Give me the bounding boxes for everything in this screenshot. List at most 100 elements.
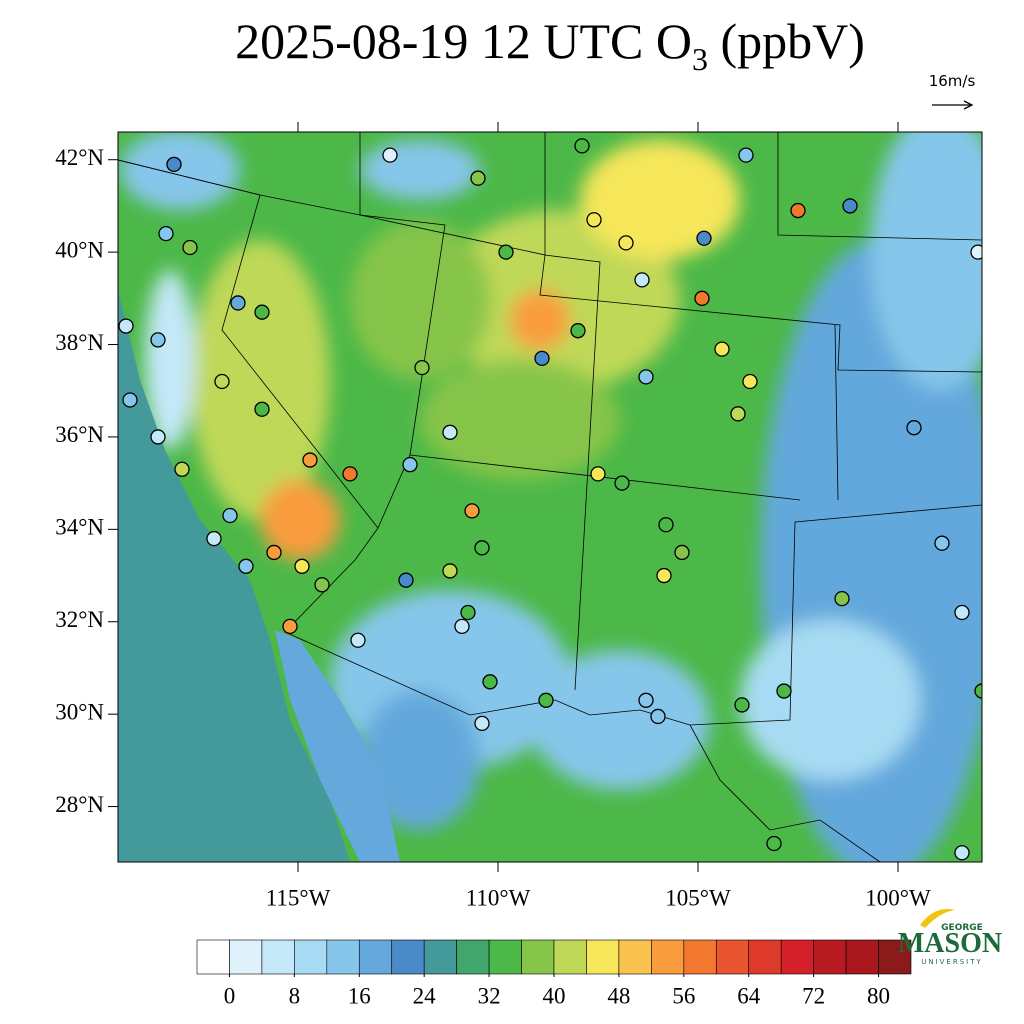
station-observation (538, 692, 554, 708)
station-observation (254, 401, 270, 417)
station-observation (214, 373, 230, 390)
title-subscript: 3 (692, 41, 708, 77)
colorbar-box (488, 939, 522, 975)
lat-tick-label: 32°N (55, 607, 104, 632)
station-observation (314, 577, 330, 593)
colorbar-tick-label: 0 (224, 983, 236, 1008)
colorbar-box (326, 939, 360, 975)
station-observation (634, 272, 650, 288)
lat-tick-label: 38°N (55, 330, 104, 355)
station-observation (586, 212, 602, 228)
colorbar-tick-label: 24 (413, 983, 437, 1008)
lon-tick-label: 115°W (266, 885, 331, 910)
station-observation (696, 230, 712, 246)
station-observation (150, 429, 166, 445)
colorbar-box (878, 939, 912, 975)
station-observation (650, 708, 666, 725)
gulf-of-california (275, 630, 400, 862)
station-observation (266, 544, 282, 561)
lat-tick-label: 28°N (55, 792, 104, 817)
lat-tick-label: 40°N (55, 237, 104, 262)
lat-tick-label: 42°N (55, 145, 104, 170)
logo-mark (920, 909, 955, 928)
colorbar-box (780, 939, 814, 975)
station-observation (474, 715, 490, 732)
station-observation (658, 517, 674, 533)
colorbar-tick-label: 32 (478, 983, 501, 1008)
colorbar-box (294, 939, 328, 975)
colorbar-box (196, 939, 230, 975)
station-observation (294, 558, 310, 574)
station-observation (656, 567, 672, 584)
station-observation (842, 198, 858, 214)
logo: GEORGE MASON UNIVERSITY (898, 909, 1002, 966)
station-observation (460, 604, 476, 621)
title: 2025-08-19 12 UTC O3 (ppbV) (235, 13, 865, 77)
station-observation (454, 618, 470, 635)
station-observation (742, 373, 758, 390)
station-observation (122, 392, 138, 408)
station-layer (118, 138, 982, 861)
station-observation (734, 697, 750, 713)
station-observation (182, 239, 198, 256)
colorbar-box (715, 939, 750, 975)
station-observation (738, 147, 754, 163)
station-observation (206, 530, 222, 547)
colorbar-box (423, 939, 457, 975)
map-frame (117, 131, 983, 863)
station-observation (590, 466, 606, 482)
station-observation (776, 683, 792, 699)
station-observation (570, 323, 586, 339)
colorbar-tick-label: 80 (867, 983, 890, 1008)
station-observation (230, 295, 246, 311)
station-observation (498, 244, 514, 260)
colorbar-box (845, 939, 879, 975)
station-observation (402, 457, 418, 473)
logo-text: GEORGE (941, 923, 983, 933)
wind-reference-arrowhead (963, 100, 974, 110)
station-observation (222, 507, 238, 524)
colorbar-tick-label: 8 (289, 983, 301, 1008)
colorbar-box (261, 939, 295, 975)
station-observation (790, 202, 806, 219)
lon-tick-label: 105°W (665, 885, 731, 910)
station-observation (254, 304, 270, 320)
lon-tick-label: 100°W (865, 885, 931, 910)
colorbar-box (618, 939, 652, 975)
lon-tick-label: 110°W (466, 885, 531, 910)
station-observation (574, 138, 590, 154)
logo-text: MASON (898, 928, 1002, 959)
colorbar-box (229, 939, 263, 975)
field-shading (120, 132, 982, 862)
station-observation (954, 845, 970, 861)
station-observation (464, 503, 480, 519)
colorbar-tick-label: 64 (737, 983, 761, 1008)
station-observation (442, 424, 458, 440)
colorbar-box (358, 939, 393, 975)
colorbar-box (651, 939, 685, 975)
station-observation (382, 147, 398, 163)
station-observation (150, 332, 166, 348)
station-observation (906, 420, 922, 436)
station-observation (638, 369, 654, 385)
station-observation (534, 350, 550, 367)
colorbar-box (586, 939, 620, 975)
axes: 42°N 40°N 38°N 36°N 34°N 32°N 30°N 28°N 115°W 110… (55, 122, 931, 910)
colorbar-box (683, 939, 717, 975)
colorbar-tick-label: 72 (802, 983, 825, 1008)
station-observation (714, 341, 730, 357)
title-text: (ppbV) (708, 13, 865, 69)
colorbar-tick-label: 40 (543, 983, 566, 1008)
colorbar-tick-label: 16 (348, 983, 371, 1008)
lat-tick-label: 36°N (55, 422, 104, 447)
borders (118, 132, 982, 862)
station-observation (834, 590, 850, 607)
lat-tick-label: 30°N (55, 699, 104, 724)
wind-reference-label: 16m/s (929, 72, 976, 90)
station-observation (342, 466, 358, 482)
colorbar-box (813, 939, 847, 975)
colorbar-tick-label: 48 (607, 983, 630, 1008)
station-observation (638, 692, 654, 708)
station-observation (414, 359, 430, 376)
